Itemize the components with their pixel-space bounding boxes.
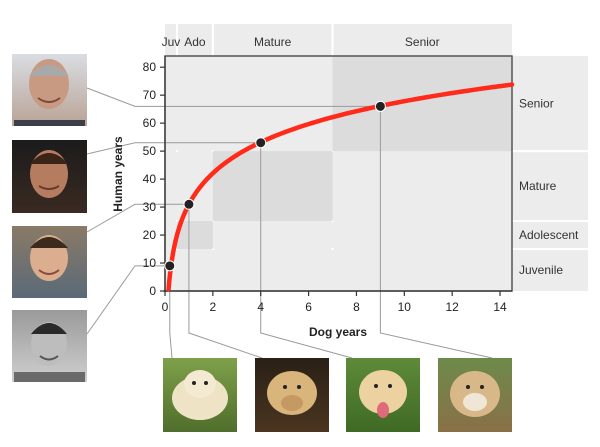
dog-photo-leader bbox=[169, 291, 173, 359]
human-photo-leader bbox=[86, 142, 165, 155]
y-tick-label: 50 bbox=[143, 144, 157, 158]
x-tick-label: 4 bbox=[257, 300, 264, 314]
highlight-point bbox=[164, 260, 176, 272]
x-tick-label: 12 bbox=[445, 300, 459, 314]
x-axis-title: Dog years bbox=[309, 325, 367, 339]
dog-photo-leader bbox=[379, 291, 493, 359]
equivalence-box-2 bbox=[332, 56, 512, 152]
dog-photo-adolescent bbox=[255, 358, 329, 432]
human-photo-leader bbox=[86, 265, 165, 335]
y-tick-label: 40 bbox=[143, 172, 157, 186]
axis-ticks: 0 2 4 6 8 10 12 14 0 10 20 30 40 50 60 70 80 bbox=[143, 60, 507, 314]
human-stage-label-juvenile: Juvenile bbox=[519, 263, 563, 277]
y-tick-label: 20 bbox=[143, 228, 157, 242]
y-tick-label: 80 bbox=[143, 60, 157, 74]
x-tick-label: 2 bbox=[210, 300, 217, 314]
y-tick-label: 60 bbox=[143, 116, 157, 130]
dog-stage-label-ado: Ado bbox=[184, 35, 206, 49]
dog-photo-senior bbox=[438, 358, 512, 432]
x-tick-label: 8 bbox=[353, 300, 360, 314]
dog-stage-separator bbox=[331, 24, 334, 56]
dog-stage-separator bbox=[211, 24, 214, 56]
human-stage-separator bbox=[512, 150, 588, 153]
dog-stage-label-juv: Juv bbox=[162, 35, 181, 49]
highlight-point bbox=[374, 100, 386, 112]
x-tick-label: 10 bbox=[398, 300, 412, 314]
highlight-point bbox=[183, 198, 195, 210]
dog-stage-separator bbox=[175, 24, 178, 56]
x-tick-label: 0 bbox=[162, 300, 169, 314]
y-tick-label: 10 bbox=[143, 256, 157, 270]
y-tick-label: 70 bbox=[143, 88, 157, 102]
human-stage-band-juvenile bbox=[165, 250, 588, 291]
equivalence-box-0 bbox=[176, 221, 213, 250]
human-photo-leader bbox=[86, 87, 165, 107]
y-tick-label: 0 bbox=[149, 284, 156, 298]
dog-photo-leader bbox=[260, 291, 353, 359]
human-photo-juvenile bbox=[12, 310, 87, 382]
dog-photo-mature bbox=[346, 358, 420, 432]
age-curve bbox=[166, 82, 515, 292]
human-stage-label-adolescent: Adolescent bbox=[519, 228, 579, 242]
equivalence-boxes bbox=[176, 56, 512, 250]
y-tick-label: 30 bbox=[143, 200, 157, 214]
human-photo-leader bbox=[86, 203, 165, 233]
dog-photo-leader bbox=[188, 291, 263, 359]
stage-bands: Juv Ado Mature Senior Juvenile Adolescent Matu… bbox=[162, 24, 588, 291]
x-tick-label: 6 bbox=[305, 300, 312, 314]
human-photo-senior bbox=[12, 54, 87, 126]
dog-stage-label-senior: Senior bbox=[405, 35, 440, 49]
human-stage-band-adolescent bbox=[165, 222, 588, 249]
human-stage-label-mature: Mature bbox=[519, 179, 557, 193]
human-stage-separator bbox=[512, 220, 588, 223]
human-photo-mature bbox=[12, 140, 87, 213]
y-axis-title: Human years bbox=[111, 136, 125, 212]
highlight-point bbox=[255, 137, 267, 149]
human-photo-adolescent bbox=[12, 226, 87, 298]
highlight-points bbox=[164, 100, 386, 272]
human-stage-label-senior: Senior bbox=[519, 97, 554, 111]
equivalence-box-1 bbox=[212, 151, 333, 222]
x-tick-label: 14 bbox=[493, 300, 507, 314]
dog-photo-juvenile bbox=[163, 358, 237, 432]
dog-stage-label-mature: Mature bbox=[254, 35, 292, 49]
human-stage-separator bbox=[512, 248, 588, 251]
